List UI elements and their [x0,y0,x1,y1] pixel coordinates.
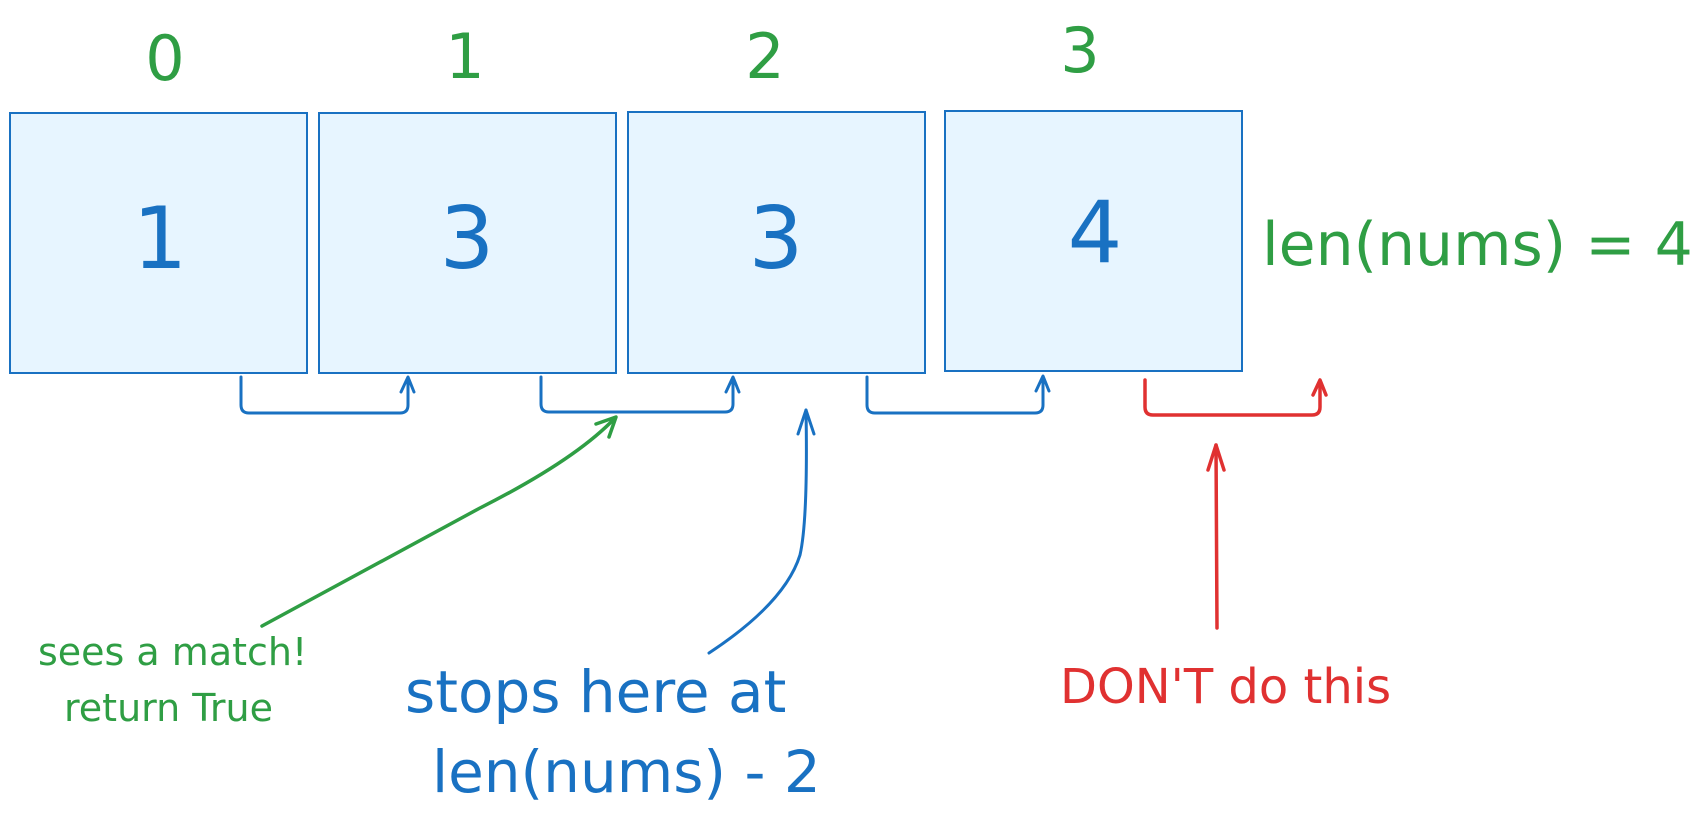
array-cell-2: 3 [627,111,926,374]
out-of-bounds-arrow [1143,378,1328,417]
stop-note-line2: len(nums) - 2 [432,738,821,806]
array-cell-1: 3 [318,112,617,374]
index-label-3: 3 [1060,14,1099,87]
cell-value-0: 1 [133,189,188,289]
index-label-0: 0 [145,22,184,95]
compare-arrow-0-1 [239,375,416,415]
index-label-1: 1 [445,20,484,93]
index-label-2: 2 [745,20,784,93]
array-cell-0: 1 [9,112,308,374]
length-label: len(nums) = 4 [1262,210,1693,280]
stop-note-line1: stops here at [405,658,786,726]
stop-pointer-arrow [707,408,816,655]
cell-value-1: 3 [440,189,495,289]
dont-note: DON'T do this [1060,659,1391,715]
array-cell-3: 4 [944,110,1243,372]
cell-value-3: 4 [1068,183,1123,283]
match-note-line1: sees a match! [38,630,307,674]
match-pointer-arrow [260,415,618,628]
dont-pointer-arrow [1206,443,1226,630]
compare-arrow-1-2 [539,375,741,414]
compare-arrow-2-3 [865,374,1051,415]
match-note-line2: return True [64,686,273,730]
cell-value-2: 3 [749,189,804,289]
